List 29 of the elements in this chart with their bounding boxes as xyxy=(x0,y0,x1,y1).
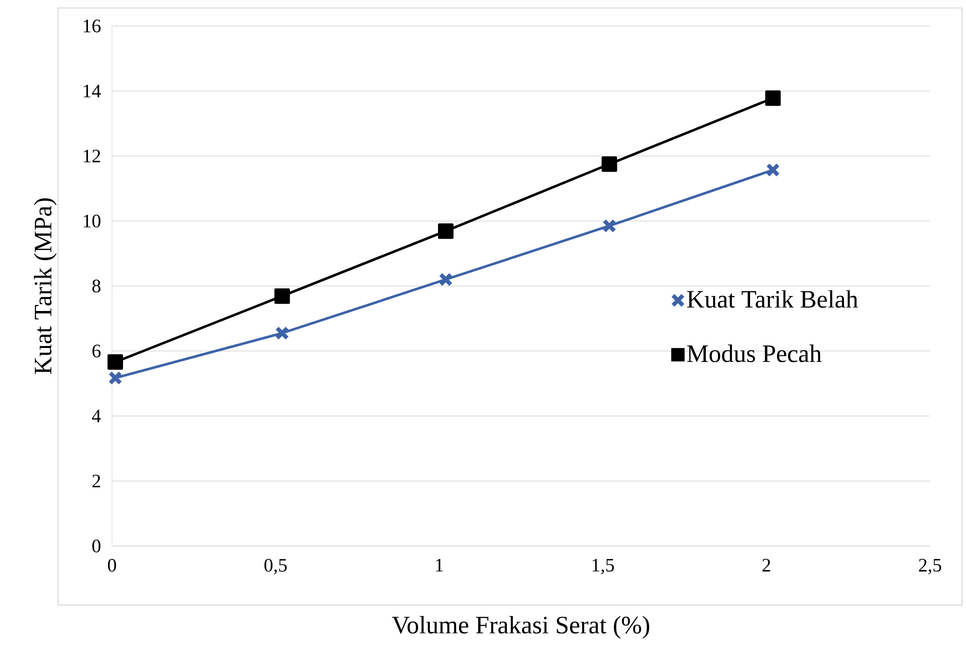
x-axis-title: Volume Frakasi Serat (%) xyxy=(392,616,650,639)
y-tick-label: 10 xyxy=(84,214,100,228)
x-tick-label: 0,5 xyxy=(264,558,287,574)
point xyxy=(602,218,616,233)
point xyxy=(765,90,781,106)
y-tick-label: 6 xyxy=(92,344,101,358)
point xyxy=(438,223,454,239)
x-tick-label: 0 xyxy=(108,558,116,572)
point xyxy=(438,272,453,286)
point xyxy=(274,288,290,304)
x-tick-label: 2 xyxy=(762,558,770,572)
x-tick-label: 1,5 xyxy=(592,558,614,574)
y-tick-label: 16 xyxy=(84,20,101,32)
y-tick-label: 12 xyxy=(84,150,100,162)
point xyxy=(275,326,290,340)
point xyxy=(766,163,780,177)
x-tick-label: 2,5 xyxy=(918,558,942,574)
point xyxy=(108,371,122,385)
y-tick-label: 8 xyxy=(92,280,100,292)
y-tick-label: 4 xyxy=(92,410,101,422)
point xyxy=(108,354,124,370)
y-tick-label: 14 xyxy=(84,84,101,98)
y-tick-label: 0 xyxy=(92,540,100,552)
y-tick-label: 2 xyxy=(92,474,100,488)
y-axis-title: Kuat Tarik (MPa) xyxy=(34,198,57,374)
point xyxy=(602,156,618,172)
x-tick-label: 1 xyxy=(436,558,443,572)
legend-label: Modus Pecah xyxy=(687,344,822,362)
legend-label: Kuat Tarik Belah xyxy=(687,290,858,308)
